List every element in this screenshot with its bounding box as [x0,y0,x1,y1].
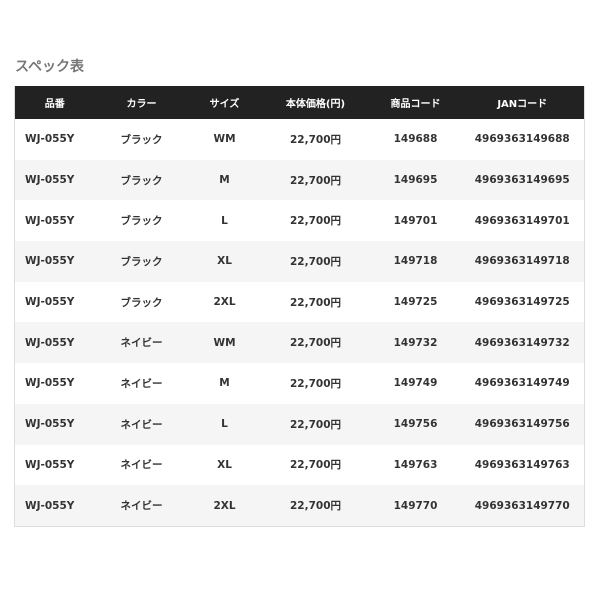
header-color: カラー [94,86,189,119]
cell-jan-code: 4969363149770 [460,485,585,527]
cell-product-code: 149763 [393,458,438,471]
cell-size: L [221,214,228,227]
cell-price: 22,700円 [289,133,342,146]
cell-product-code: 149756 [370,403,461,445]
cell-price: 22,700円 [260,403,371,445]
cell-product-number: WJ-055Y [25,296,75,309]
cell-color: ネイビー [120,459,163,472]
cell-price: 22,700円 [289,459,342,472]
table-row: WJ-055Y ブラック M 22,700円 149695 4969363149695 [14,159,585,201]
header-product-number: 品番 [14,86,95,119]
table-row: WJ-055Y ブラック L 22,700円 149701 4969363149701 [15,200,585,241]
cell-product-code: 149688 [393,133,438,146]
cell-product-number: WJ-055Y [14,322,95,364]
cell-price: 22,700円 [260,322,371,364]
cell-product-number: WJ-055Y [25,458,75,471]
cell-size: WM [188,322,261,364]
cell-color: ブラック [94,159,189,201]
cell-product-code: 149701 [393,214,438,227]
cell-product-number: WJ-055Y [25,377,75,390]
cell-product-code: 149695 [370,159,461,201]
cell-price: 22,700円 [289,215,342,228]
cell-color: ネイビー [94,485,189,527]
cell-price: 22,700円 [289,296,342,309]
cell-product-number: WJ-055Y [25,133,75,146]
cell-size: XL [217,458,232,471]
cell-product-code: 149749 [393,377,438,390]
spec-table: 品番 カラー サイズ 本体価格(円) 商品コード JANコード WJ-055Y ブラック WM… [14,86,585,527]
cell-product-number: WJ-055Y [14,241,95,282]
cell-color: ブラック [94,241,189,282]
cell-price: 22,700円 [260,241,371,282]
cell-jan-code: 4969363149725 [474,296,570,309]
cell-product-code: 149718 [370,241,461,282]
header-row: 品番 カラー サイズ 本体価格(円) 商品コード JANコード [14,86,585,119]
cell-price: 22,700円 [289,377,342,390]
header-jan-code: JANコード [460,86,585,119]
cell-color: ネイビー [94,322,189,364]
cell-product-number: WJ-055Y [14,485,95,527]
header-product-code: 商品コード [370,86,461,119]
cell-jan-code: 4969363149763 [474,458,570,471]
cell-color: ブラック [120,133,163,146]
table-row: WJ-055Y ブラック WM 22,700円 149688 4969363149688 [15,119,585,160]
table-row: WJ-055Y ブラック 2XL 22,700円 149725 4969363149725 [15,282,585,323]
cell-price: 22,700円 [260,159,371,201]
cell-jan-code: 4969363149749 [474,377,570,390]
cell-color: ブラック [120,215,163,228]
cell-size: XL [188,241,261,282]
cell-size: WM [213,133,236,146]
cell-size: M [188,159,261,201]
table-row: WJ-055Y ネイビー 2XL 22,700円 149770 4969363149770 [14,485,585,527]
cell-jan-code: 4969363149688 [474,133,570,146]
cell-color: ネイビー [120,377,163,390]
cell-product-code: 149732 [370,322,461,364]
cell-jan-code: 4969363149718 [460,241,585,282]
table-row: WJ-055Y ブラック XL 22,700円 149718 4969363149718 [14,241,585,282]
table-row: WJ-055Y ネイビー L 22,700円 149756 4969363149756 [14,403,585,445]
cell-jan-code: 4969363149732 [460,322,585,364]
cell-jan-code: 4969363149756 [460,403,585,445]
cell-product-number: WJ-055Y [14,159,95,201]
cell-product-code: 149770 [370,485,461,527]
table-row: WJ-055Y ネイビー WM 22,700円 149732 4969363149732 [14,322,585,364]
cell-size: 2XL [213,296,236,309]
cell-size: 2XL [188,485,261,527]
cell-color: ブラック [120,296,163,309]
header-size: サイズ [188,86,261,119]
cell-product-number: WJ-055Y [25,214,75,227]
header-price: 本体価格(円) [260,86,371,119]
table-row: WJ-055Y ネイビー M 22,700円 149749 4969363149749 [15,363,585,404]
cell-product-code: 149725 [393,296,438,309]
cell-jan-code: 4969363149701 [474,214,570,227]
cell-color: ネイビー [94,403,189,445]
cell-size: L [188,403,261,445]
section-title: スペック表 [15,59,85,75]
cell-product-number: WJ-055Y [14,403,95,445]
cell-price: 22,700円 [260,485,371,527]
cell-size: M [219,377,230,390]
table-row: WJ-055Y ネイビー XL 22,700円 149763 4969363149763 [15,445,585,486]
cell-jan-code: 4969363149695 [460,159,585,201]
